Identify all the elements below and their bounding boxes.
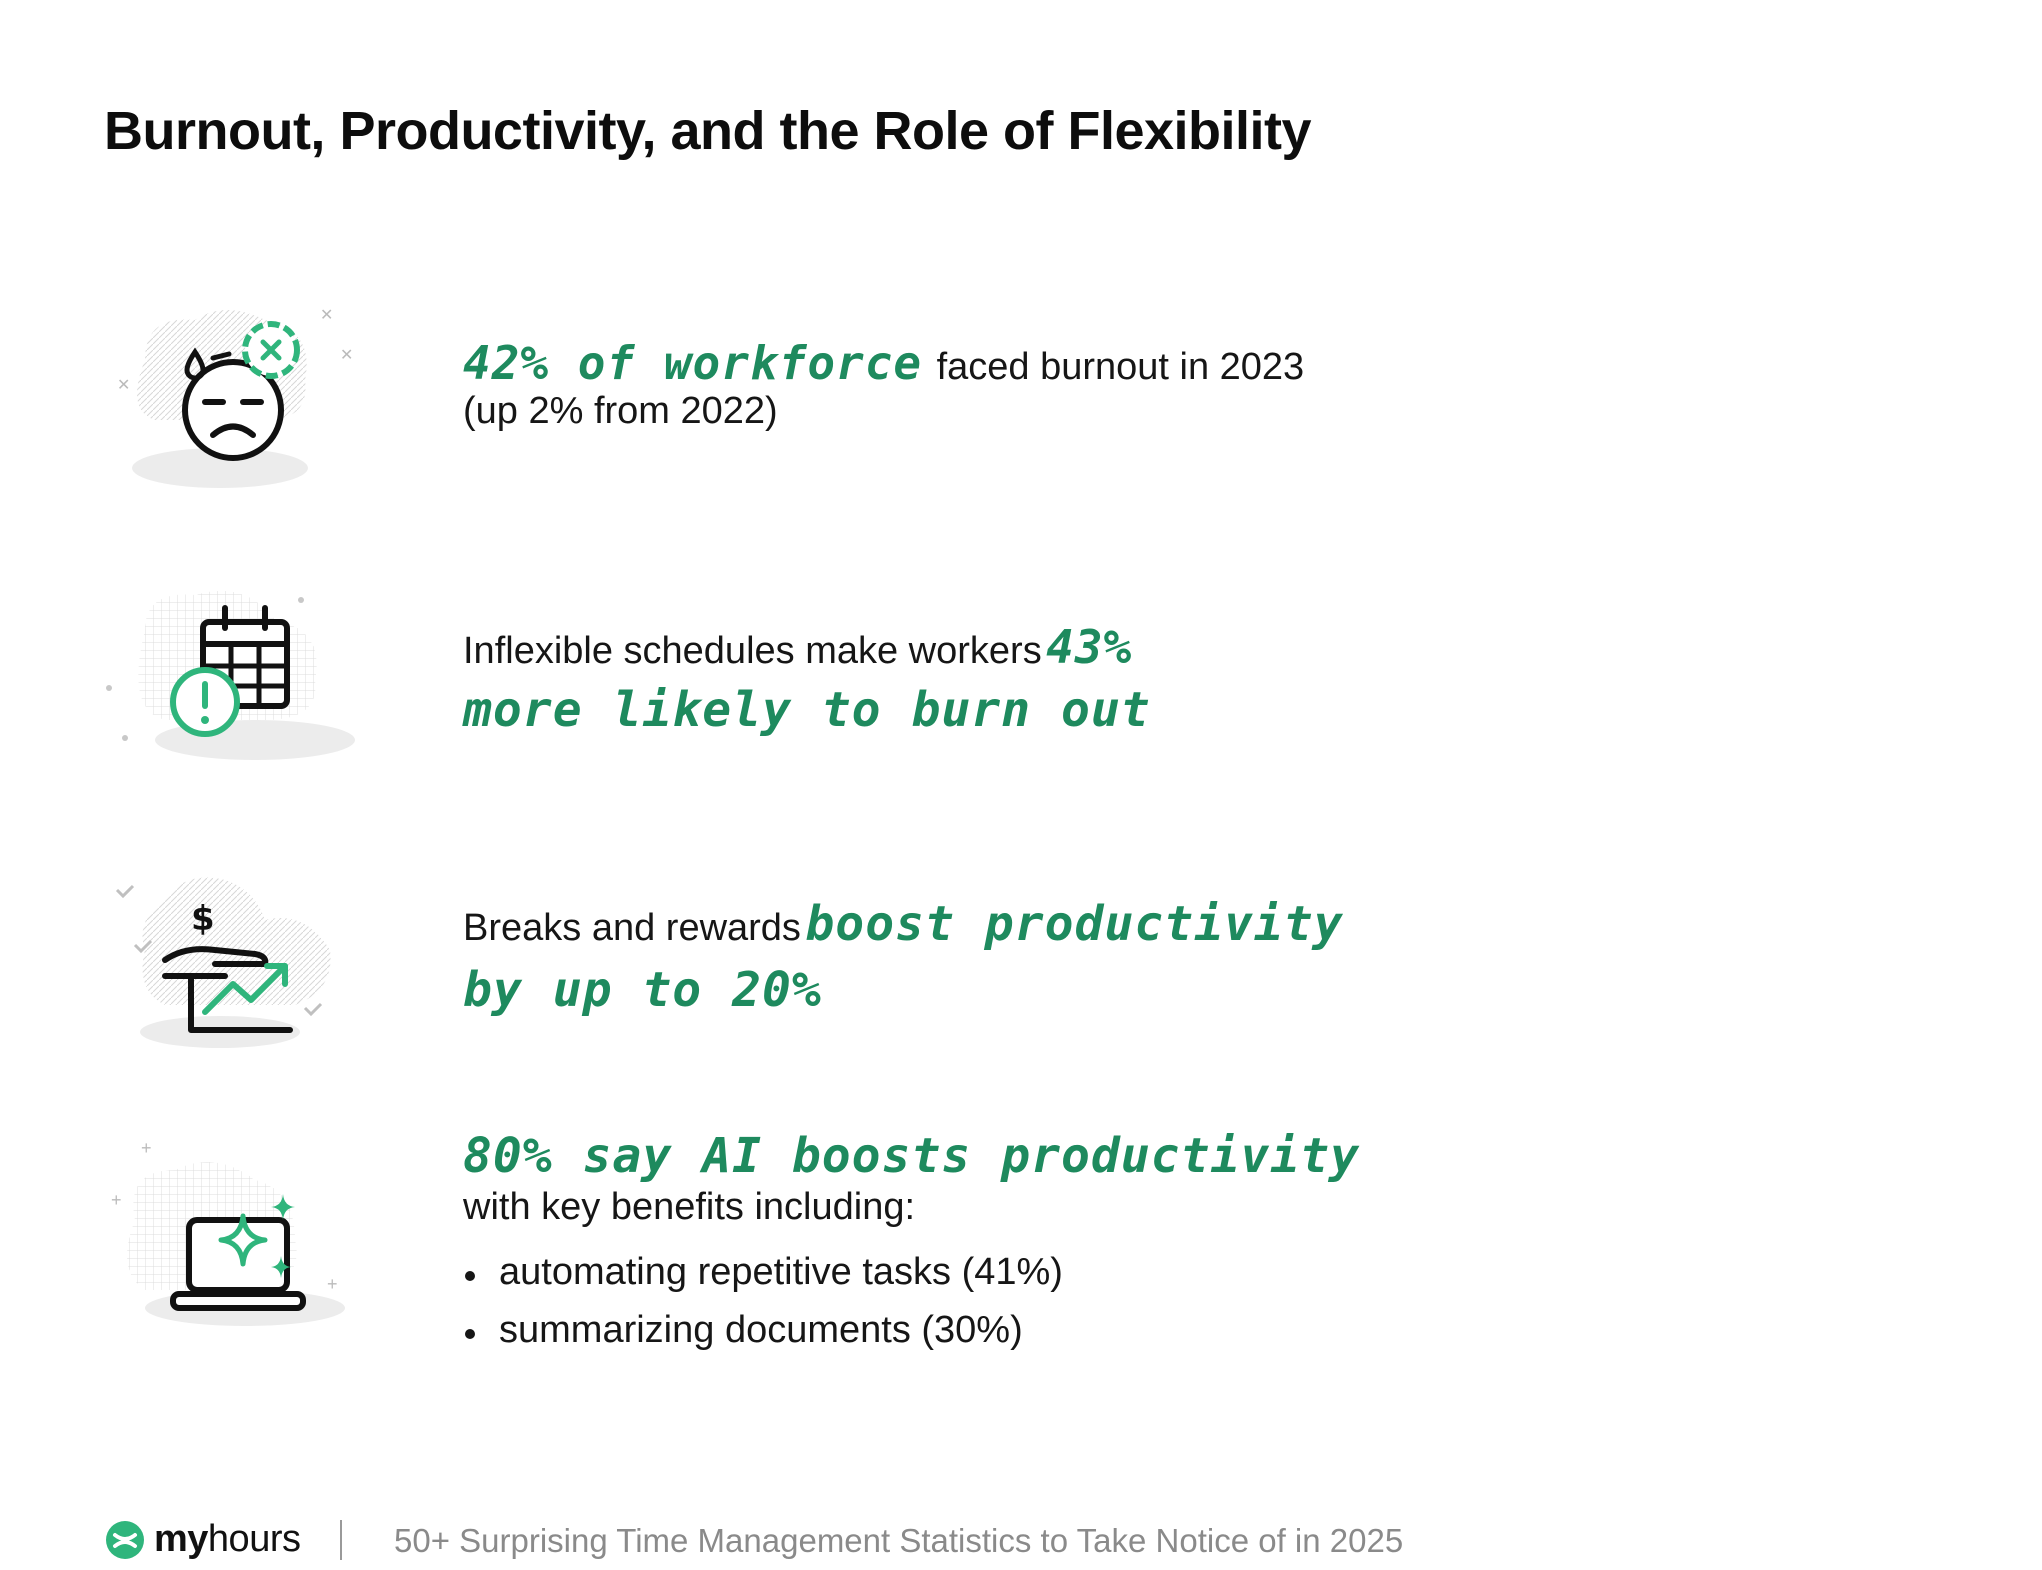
brand-logo: myhours <box>104 1518 301 1561</box>
hand-growth-icon: $ <box>105 860 375 1090</box>
footer: myhours 50+ Surprising Time Management S… <box>104 1518 2004 1568</box>
brand-name-regular: hours <box>207 1518 301 1560</box>
page-title: Burnout, Productivity, and the Role of F… <box>104 101 1312 161</box>
stat-highlight: 42% of workforce <box>463 336 923 390</box>
stat-row-inflexible-schedules: Inflexible schedules make workers 43% mo… <box>0 560 2042 790</box>
svg-text:$: $ <box>191 899 215 939</box>
list-item: automating repetitive tasks (41%) <box>463 1243 1763 1301</box>
stat-text-breaks-rewards: Breaks and rewards boost productivity by… <box>463 896 1763 1018</box>
benefit-list: automating repetitive tasks (41%) summar… <box>463 1243 1763 1359</box>
stat-text: Breaks and rewards <box>463 907 801 949</box>
list-item: summarizing documents (30%) <box>463 1301 1763 1359</box>
svg-text:✕: ✕ <box>340 347 353 364</box>
stat-subtext: with key benefits including: <box>463 1186 916 1228</box>
stat-row-ai-productivity: + + + 80% say AI boosts productivity wit… <box>0 1110 2042 1380</box>
stat-text-inflexible-schedules: Inflexible schedules make workers 43% mo… <box>463 620 1763 738</box>
footer-caption: 50+ Surprising Time Management Statistic… <box>394 1522 1404 1559</box>
myhours-logo-icon <box>106 1520 144 1559</box>
footer-divider <box>340 1520 342 1560</box>
brand-name: myhours <box>154 1518 301 1561</box>
svg-text:✕: ✕ <box>117 377 130 394</box>
burnout-face-icon: ✕ ✕ ✕ <box>105 290 375 520</box>
stat-highlight: 43% <box>1046 620 1133 674</box>
svg-text:+: + <box>111 1190 122 1210</box>
svg-text:+: + <box>327 1274 338 1294</box>
laptop-sparkle-icon: + + + <box>105 1130 375 1360</box>
svg-text:+: + <box>141 1138 152 1158</box>
stat-text: Inflexible schedules make workers <box>463 630 1042 672</box>
stat-text-ai-productivity: 80% say AI boosts productivity with key … <box>463 1128 1763 1359</box>
stat-highlight-line2: more likely to burn out <box>463 682 1151 738</box>
svg-text:✕: ✕ <box>320 307 333 324</box>
stat-subtext: (up 2% from 2022) <box>463 390 778 432</box>
brand-name-bold: my <box>154 1518 208 1560</box>
stat-text: faced burnout in 2023 <box>936 346 1305 388</box>
stat-highlight: 80% say AI boosts productivity <box>463 1128 1360 1184</box>
stat-row-burnout: ✕ ✕ ✕ 42% of workforce faced burnout in … <box>0 280 2042 510</box>
stat-highlight: boost productivity <box>805 896 1344 952</box>
stat-text-burnout: 42% of workforce faced burnout in 2023 (… <box>463 336 1763 433</box>
stat-row-breaks-rewards: $ Breaks and rewards boost productivity … <box>0 840 2042 1070</box>
calendar-alert-icon <box>105 570 375 800</box>
stat-highlight-line2: by up to 20% <box>463 962 822 1018</box>
